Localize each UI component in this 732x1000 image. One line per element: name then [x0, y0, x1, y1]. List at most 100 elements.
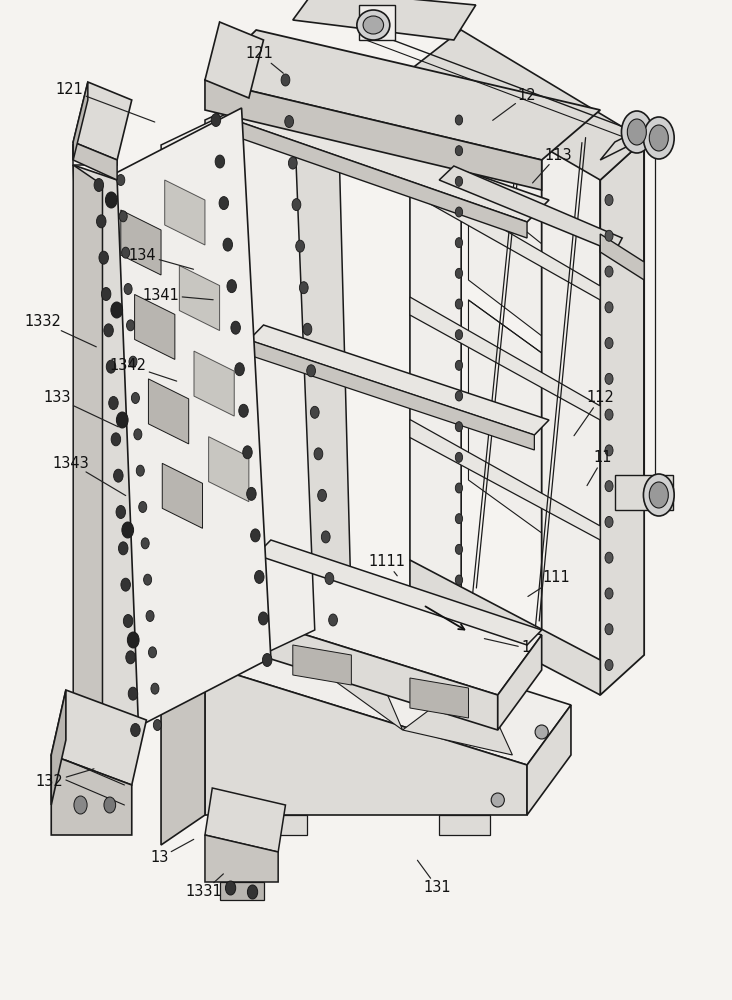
Ellipse shape — [455, 391, 463, 401]
Ellipse shape — [329, 614, 337, 626]
Ellipse shape — [143, 574, 152, 585]
Polygon shape — [542, 120, 600, 695]
Text: 1341: 1341 — [143, 288, 213, 302]
Ellipse shape — [213, 653, 226, 667]
Polygon shape — [73, 82, 132, 160]
Polygon shape — [498, 635, 542, 730]
Text: 121: 121 — [246, 46, 283, 73]
Polygon shape — [163, 463, 203, 528]
Text: 113: 113 — [533, 147, 572, 183]
Text: 112: 112 — [574, 390, 614, 436]
Ellipse shape — [223, 238, 233, 251]
Ellipse shape — [455, 176, 463, 186]
Polygon shape — [410, 678, 468, 718]
Ellipse shape — [491, 793, 504, 807]
Ellipse shape — [153, 720, 161, 730]
Polygon shape — [146, 525, 542, 695]
Ellipse shape — [113, 469, 123, 482]
Ellipse shape — [131, 392, 139, 403]
Polygon shape — [205, 22, 264, 98]
Text: 111: 111 — [528, 570, 570, 596]
Text: 131: 131 — [417, 860, 452, 896]
Polygon shape — [410, 297, 600, 420]
Ellipse shape — [262, 654, 272, 667]
Ellipse shape — [99, 251, 108, 264]
Polygon shape — [73, 82, 88, 160]
Ellipse shape — [104, 797, 116, 813]
Polygon shape — [161, 82, 315, 692]
Polygon shape — [293, 0, 476, 40]
Ellipse shape — [227, 280, 236, 293]
Ellipse shape — [325, 572, 334, 584]
Polygon shape — [468, 90, 593, 375]
Ellipse shape — [605, 409, 613, 420]
Ellipse shape — [225, 881, 236, 895]
Ellipse shape — [141, 538, 149, 549]
Ellipse shape — [649, 125, 668, 151]
Ellipse shape — [310, 406, 319, 418]
Ellipse shape — [621, 111, 652, 153]
Polygon shape — [135, 294, 175, 359]
Ellipse shape — [649, 482, 668, 508]
Text: 121: 121 — [56, 83, 154, 122]
Polygon shape — [249, 325, 549, 435]
Polygon shape — [439, 815, 490, 835]
Text: 134: 134 — [129, 247, 193, 269]
Ellipse shape — [122, 522, 133, 538]
Ellipse shape — [243, 446, 253, 459]
Ellipse shape — [136, 465, 144, 476]
Ellipse shape — [296, 240, 305, 252]
Ellipse shape — [126, 651, 135, 664]
Ellipse shape — [211, 113, 220, 126]
Ellipse shape — [303, 323, 312, 335]
Ellipse shape — [94, 178, 104, 192]
Polygon shape — [121, 210, 161, 275]
Ellipse shape — [101, 288, 111, 300]
Text: 1: 1 — [485, 639, 530, 656]
Polygon shape — [51, 690, 146, 785]
Ellipse shape — [127, 632, 139, 648]
Ellipse shape — [122, 247, 130, 258]
Ellipse shape — [455, 115, 463, 125]
Ellipse shape — [106, 360, 116, 373]
Ellipse shape — [605, 338, 613, 349]
Ellipse shape — [235, 363, 244, 376]
Ellipse shape — [455, 299, 463, 309]
Ellipse shape — [134, 429, 142, 440]
Polygon shape — [278, 640, 403, 730]
Polygon shape — [149, 379, 189, 444]
Polygon shape — [403, 675, 512, 755]
Ellipse shape — [363, 16, 384, 34]
Ellipse shape — [455, 238, 463, 248]
Ellipse shape — [146, 610, 154, 621]
Ellipse shape — [605, 481, 613, 492]
Ellipse shape — [455, 268, 463, 278]
Ellipse shape — [258, 612, 268, 625]
Polygon shape — [205, 60, 351, 670]
Polygon shape — [249, 340, 534, 450]
Ellipse shape — [130, 724, 141, 736]
Ellipse shape — [605, 445, 613, 456]
Ellipse shape — [605, 588, 613, 599]
Ellipse shape — [105, 192, 117, 208]
Polygon shape — [102, 108, 271, 730]
Ellipse shape — [455, 575, 463, 585]
Ellipse shape — [455, 360, 463, 370]
Ellipse shape — [455, 207, 463, 217]
Polygon shape — [293, 645, 351, 685]
Ellipse shape — [116, 174, 124, 186]
Ellipse shape — [455, 146, 463, 156]
Ellipse shape — [535, 725, 548, 739]
Ellipse shape — [605, 624, 613, 635]
Ellipse shape — [108, 396, 118, 410]
Ellipse shape — [314, 448, 323, 460]
Ellipse shape — [455, 514, 463, 524]
Ellipse shape — [119, 211, 127, 222]
Ellipse shape — [213, 798, 226, 812]
Text: 13: 13 — [150, 839, 194, 865]
Polygon shape — [179, 266, 220, 331]
Ellipse shape — [239, 404, 248, 417]
Ellipse shape — [627, 119, 646, 145]
Text: 1342: 1342 — [110, 358, 176, 381]
Ellipse shape — [292, 199, 301, 211]
